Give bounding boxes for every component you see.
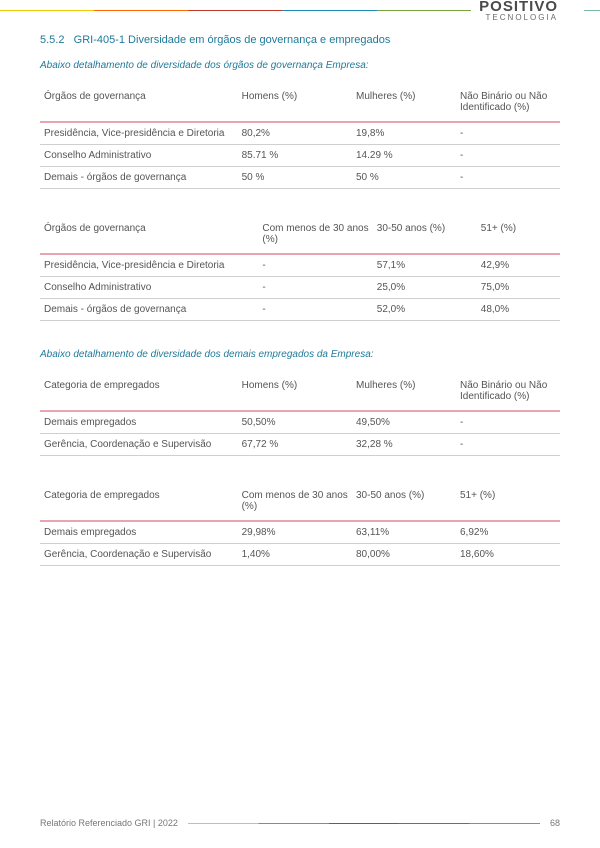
th: Mulheres (%) [352, 85, 456, 122]
cell: 14.29 % [352, 145, 456, 167]
cell: Presidência, Vice-presidência e Diretori… [40, 254, 258, 277]
cell: Conselho Administrativo [40, 277, 258, 299]
brand-main: POSITIVO [479, 0, 558, 14]
cell: 80,2% [238, 122, 352, 145]
header-color-rule [0, 10, 471, 11]
cell: 25,0% [373, 277, 477, 299]
cell: 18,60% [456, 544, 560, 566]
header-tail-rule [584, 10, 600, 11]
cell: Gerência, Coordenação e Supervisão [40, 544, 238, 566]
th: Com menos de 30 anos (%) [258, 217, 372, 254]
cell: - [456, 167, 560, 189]
cell: Conselho Administrativo [40, 145, 238, 167]
table-employees-age: Categoria de empregados Com menos de 30 … [40, 484, 560, 566]
cell: 67,72 % [238, 434, 352, 456]
table-row: Demais - órgãos de governança 50 % 50 % … [40, 167, 560, 189]
th: Mulheres (%) [352, 374, 456, 411]
cell: 85.71 % [238, 145, 352, 167]
footer-text: Relatório Referenciado GRI | 2022 [40, 818, 178, 828]
th: 30-50 anos (%) [373, 217, 477, 254]
brand-block: POSITIVO TECNOLOGIA [479, 0, 578, 22]
cell: Gerência, Coordenação e Supervisão [40, 434, 238, 456]
table-row: Demais - órgãos de governança - 52,0% 48… [40, 299, 560, 321]
cell: 52,0% [373, 299, 477, 321]
cell: 29,98% [238, 521, 352, 544]
th: Categoria de empregados [40, 374, 238, 411]
th: Categoria de empregados [40, 484, 238, 521]
table-row: Conselho Administrativo - 25,0% 75,0% [40, 277, 560, 299]
table-employees-gender: Categoria de empregados Homens (%) Mulhe… [40, 374, 560, 456]
page-number: 68 [550, 818, 560, 828]
th: Homens (%) [238, 374, 352, 411]
table->: Gerência, Coordenação e Supervisão 67,72… [40, 434, 560, 456]
cell: 50 % [352, 167, 456, 189]
section-title: 5.5.2 GRI-405-1 Diversidade em órgãos de… [40, 34, 560, 46]
cell: 80,00% [352, 544, 456, 566]
cell: - [456, 122, 560, 145]
cell: 6,92% [456, 521, 560, 544]
cell: Demais empregados [40, 521, 238, 544]
table-row: Presidência, Vice-presidência e Diretori… [40, 254, 560, 277]
cell: Presidência, Vice-presidência e Diretori… [40, 122, 238, 145]
cell: - [456, 411, 560, 434]
cell: 32,28 % [352, 434, 456, 456]
brand-sub: TECNOLOGIA [479, 14, 558, 22]
cell: 50 % [238, 167, 352, 189]
footer-color-rule [188, 823, 540, 824]
section-number: 5.5.2 [40, 34, 64, 46]
cell: 1,40% [238, 544, 352, 566]
th: 51+ (%) [477, 217, 560, 254]
cell: Demais - órgãos de governança [40, 167, 238, 189]
page-content: 5.5.2 GRI-405-1 Diversidade em órgãos de… [0, 20, 600, 566]
cell: 63,11% [352, 521, 456, 544]
th: Com menos de 30 anos (%) [238, 484, 352, 521]
cell: - [456, 145, 560, 167]
th: Não Binário ou Não Identificado (%) [456, 85, 560, 122]
th: 30-50 anos (%) [352, 484, 456, 521]
cell: 49,50% [352, 411, 456, 434]
cell: - [258, 277, 372, 299]
th: Órgãos de governança [40, 217, 258, 254]
th: Homens (%) [238, 85, 352, 122]
subtitle-1: Abaixo detalhamento de diversidade dos ó… [40, 60, 560, 71]
header-bar: POSITIVO TECNOLOGIA [0, 0, 600, 20]
cell: 48,0% [477, 299, 560, 321]
cell: - [258, 254, 372, 277]
cell: 19,8% [352, 122, 456, 145]
cell: Demais empregados [40, 411, 238, 434]
cell: Demais - órgãos de governança [40, 299, 258, 321]
cell: 75,0% [477, 277, 560, 299]
th: Não Binário ou Não Identificado (%) [456, 374, 560, 411]
table-row: Demais empregados 50,50% 49,50% - [40, 411, 560, 434]
subtitle-2: Abaixo detalhamento de diversidade dos d… [40, 349, 560, 360]
table-row: Demais empregados 29,98% 63,11% 6,92% [40, 521, 560, 544]
table-row: Gerência, Coordenação e Supervisão 1,40%… [40, 544, 560, 566]
table-governance-gender: Órgãos de governança Homens (%) Mulheres… [40, 85, 560, 189]
cell: - [456, 434, 560, 456]
cell: 57,1% [373, 254, 477, 277]
table-governance-age: Órgãos de governança Com menos de 30 ano… [40, 217, 560, 321]
table-row: Conselho Administrativo 85.71 % 14.29 % … [40, 145, 560, 167]
cell: - [258, 299, 372, 321]
page-footer: Relatório Referenciado GRI | 2022 68 [40, 818, 560, 828]
table-row: Presidência, Vice-presidência e Diretori… [40, 122, 560, 145]
th: 51+ (%) [456, 484, 560, 521]
cell: 42,9% [477, 254, 560, 277]
cell: 50,50% [238, 411, 352, 434]
section-heading: GRI-405-1 Diversidade em órgãos de gover… [74, 34, 391, 46]
th: Órgãos de governança [40, 85, 238, 122]
